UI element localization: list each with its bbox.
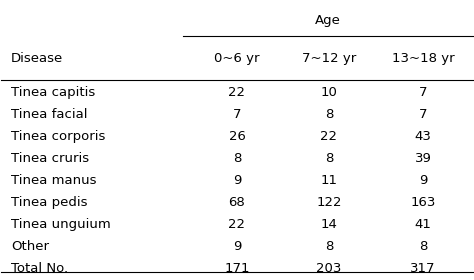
Text: 13~18 yr: 13~18 yr <box>392 52 455 65</box>
Text: 26: 26 <box>228 130 246 143</box>
Text: Tinea capitis: Tinea capitis <box>11 86 95 99</box>
Text: 22: 22 <box>228 86 246 99</box>
Text: 7: 7 <box>419 108 428 121</box>
Text: 9: 9 <box>419 174 428 187</box>
Text: Age: Age <box>315 14 341 27</box>
Text: 8: 8 <box>325 152 333 165</box>
Text: Total No.: Total No. <box>11 262 68 275</box>
Text: 163: 163 <box>410 196 436 209</box>
Text: 10: 10 <box>320 86 337 99</box>
Text: Tinea facial: Tinea facial <box>11 108 87 121</box>
Text: Tinea cruris: Tinea cruris <box>11 152 89 165</box>
Text: 9: 9 <box>233 240 241 253</box>
Text: Tinea manus: Tinea manus <box>11 174 96 187</box>
Text: 43: 43 <box>415 130 431 143</box>
Text: 8: 8 <box>325 240 333 253</box>
Text: 317: 317 <box>410 262 436 275</box>
Text: Tinea corporis: Tinea corporis <box>11 130 105 143</box>
Text: 7~12 yr: 7~12 yr <box>302 52 356 65</box>
Text: 122: 122 <box>316 196 342 209</box>
Text: 11: 11 <box>320 174 337 187</box>
Text: 8: 8 <box>233 152 241 165</box>
Text: 7: 7 <box>419 86 428 99</box>
Text: Other: Other <box>11 240 49 253</box>
Text: Tinea pedis: Tinea pedis <box>11 196 87 209</box>
Text: Disease: Disease <box>11 52 63 65</box>
Text: 171: 171 <box>224 262 250 275</box>
Text: 7: 7 <box>233 108 241 121</box>
Text: 68: 68 <box>228 196 246 209</box>
Text: 0~6 yr: 0~6 yr <box>214 52 260 65</box>
Text: 203: 203 <box>316 262 342 275</box>
Text: 22: 22 <box>228 218 246 231</box>
Text: 39: 39 <box>415 152 431 165</box>
Text: 14: 14 <box>320 218 337 231</box>
Text: 8: 8 <box>325 108 333 121</box>
Text: Tinea unguium: Tinea unguium <box>11 218 110 231</box>
Text: 8: 8 <box>419 240 428 253</box>
Text: 9: 9 <box>233 174 241 187</box>
Text: 22: 22 <box>320 130 337 143</box>
Text: 41: 41 <box>415 218 431 231</box>
